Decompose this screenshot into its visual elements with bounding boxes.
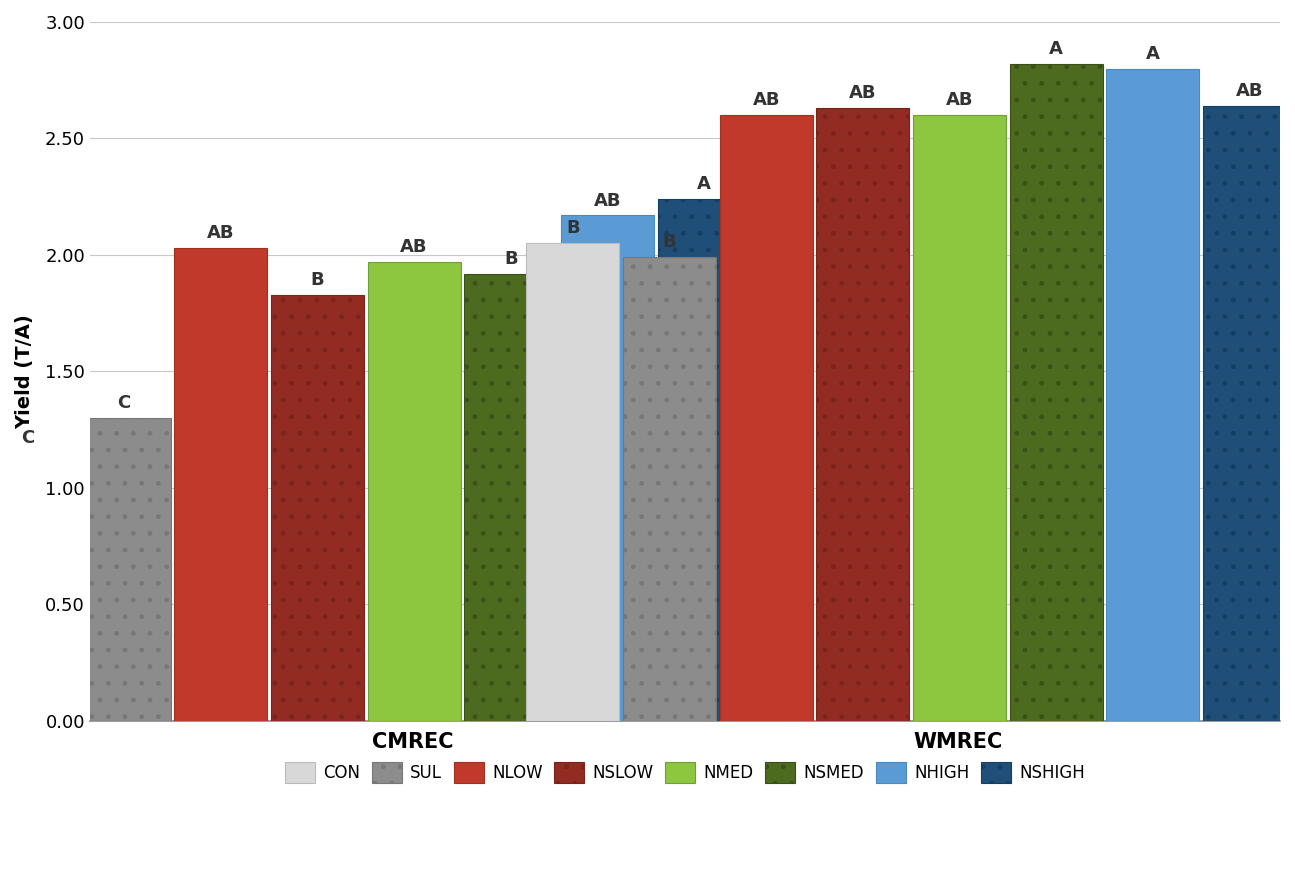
Bar [0,453,74,721]
Text: C: C [118,395,131,412]
Bar [1203,106,1295,721]
Bar [368,262,461,721]
Bar [78,418,171,721]
Text: AB: AB [594,192,622,210]
Y-axis label: Yield (T/A): Yield (T/A) [16,314,34,429]
Bar [1010,64,1103,721]
Text: B: B [566,219,580,238]
Bar [623,257,716,721]
Bar [561,215,654,721]
Legend: CON, SUL, NLOW, NSLOW, NMED, NSMED, NHIGH, NSHIGH: CON, SUL, NLOW, NSLOW, NMED, NSMED, NHIG… [278,756,1092,789]
Text: B: B [663,233,676,252]
Text: AB: AB [400,238,427,256]
Bar [816,108,909,721]
Bar [465,273,557,721]
Text: B: B [504,250,518,267]
Text: B: B [311,271,324,289]
Text: AB: AB [850,84,877,103]
Bar [1106,69,1199,721]
Bar [913,115,1006,721]
Bar [175,248,267,721]
Text: AB: AB [945,91,974,110]
Bar [271,294,364,721]
Bar [720,115,813,721]
Text: A: A [697,175,711,193]
Text: AB: AB [1235,82,1264,100]
Bar [526,243,619,721]
Text: C: C [21,429,34,447]
Bar [658,199,751,721]
Text: AB: AB [752,91,780,110]
Text: AB: AB [207,224,234,242]
Text: A: A [1146,44,1160,63]
Text: A: A [1049,40,1063,58]
